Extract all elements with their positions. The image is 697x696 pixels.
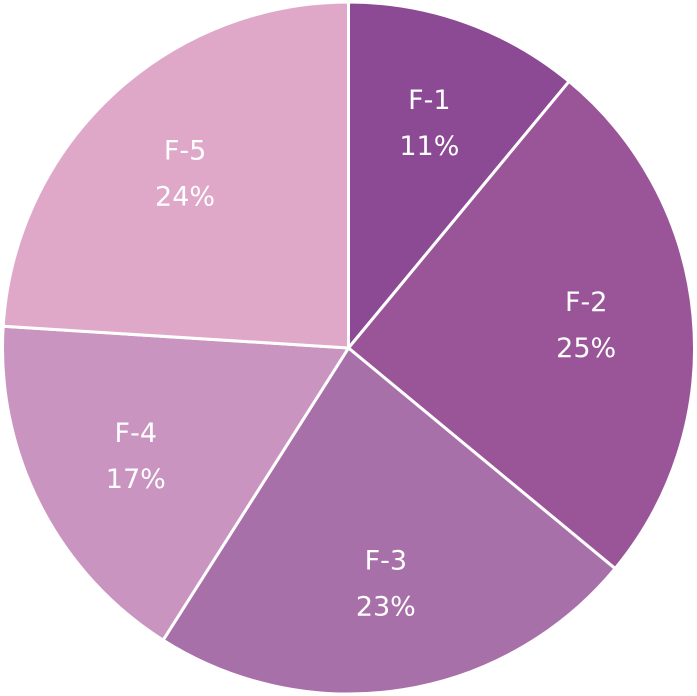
- pie-slice-f-2: [347, 79, 696, 571]
- slice-name-label: F-4: [115, 418, 157, 449]
- pie-slice-f-3: [161, 346, 617, 696]
- pie-slice-f-4: [1, 324, 350, 642]
- slice-value-label: 24%: [155, 181, 215, 212]
- pie-labels: F-1 11% F-2 25% F-3 23% F-4 17% F-5 24%: [106, 85, 616, 622]
- pie-slice-f-5: [1, 0, 350, 350]
- slice-name-label: F-2: [565, 287, 607, 318]
- slice-name-label: F-3: [365, 545, 407, 576]
- slice-name-label: F-5: [164, 135, 206, 166]
- slice-name-label: F-1: [408, 85, 450, 116]
- slice-value-label: 23%: [356, 591, 416, 622]
- pie-slice-f-1: [347, 0, 571, 350]
- slice-value-label: 25%: [556, 333, 616, 364]
- slice-value-label: 17%: [106, 464, 166, 495]
- slice-value-label: 11%: [399, 131, 459, 162]
